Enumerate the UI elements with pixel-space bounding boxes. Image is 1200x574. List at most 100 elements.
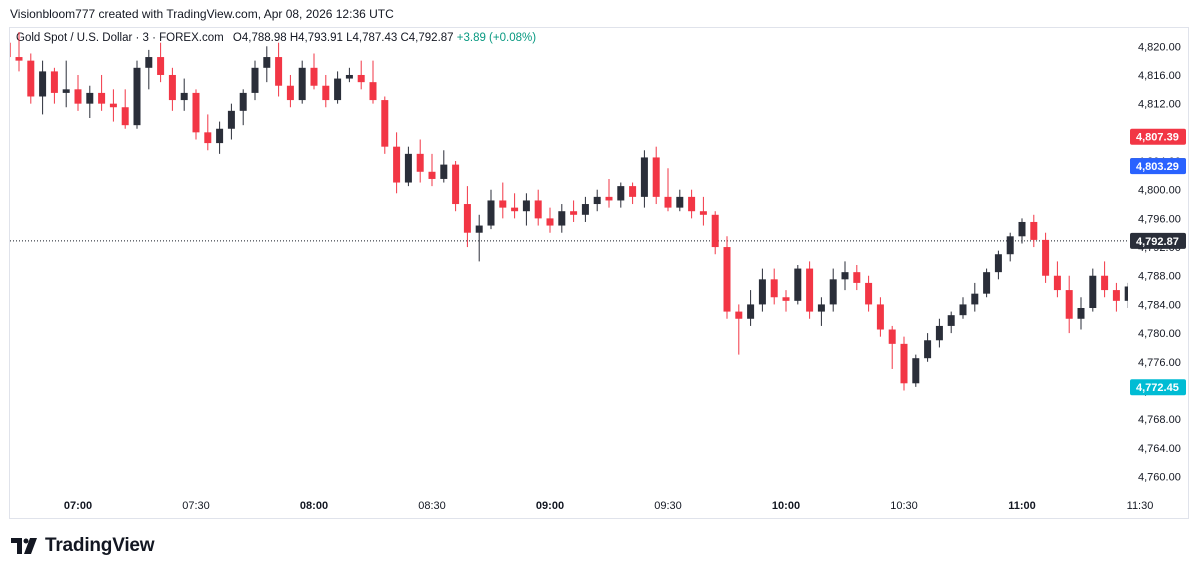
candle-body[interactable] [1053, 275, 1061, 291]
candle-body[interactable] [62, 89, 70, 93]
candle-body[interactable] [192, 92, 200, 133]
candle-body[interactable] [676, 196, 684, 208]
candle-body[interactable] [558, 211, 566, 226]
tradingview-logo[interactable]: TradingView [11, 535, 155, 557]
candle-body[interactable] [1077, 308, 1085, 319]
candle-body[interactable] [121, 107, 129, 126]
candle-body[interactable] [1006, 236, 1014, 255]
candle-body[interactable] [1030, 221, 1038, 240]
candle-body[interactable] [204, 132, 212, 144]
candle-body[interactable] [86, 92, 94, 104]
candle-body[interactable] [393, 146, 401, 183]
candle-body[interactable] [39, 71, 47, 97]
candle-body[interactable] [180, 92, 188, 101]
candle-body[interactable] [758, 279, 766, 305]
candle-body[interactable] [286, 85, 294, 101]
candle-body[interactable] [735, 311, 743, 319]
candle-body[interactable] [983, 272, 991, 294]
candle-body[interactable] [900, 343, 908, 384]
candle-body[interactable] [133, 67, 141, 126]
candle-body[interactable] [1042, 239, 1050, 276]
candle-body[interactable] [617, 186, 625, 201]
candle-body[interactable] [1065, 290, 1073, 319]
candle-body[interactable] [817, 304, 825, 312]
candle-body[interactable] [463, 204, 471, 233]
candle-body[interactable] [499, 200, 507, 208]
candle-body[interactable] [546, 218, 554, 226]
candle-body[interactable] [334, 78, 342, 101]
candle-body[interactable] [109, 103, 117, 108]
candle-body[interactable] [664, 196, 672, 208]
candle-body[interactable] [522, 200, 530, 212]
candle-body[interactable] [629, 186, 637, 197]
candle-body[interactable] [593, 196, 601, 205]
candle-body[interactable] [275, 57, 283, 86]
candle-body[interactable] [381, 100, 389, 147]
candle-body[interactable] [416, 153, 424, 172]
candle-body[interactable] [1101, 275, 1109, 291]
symbol-name[interactable]: Gold Spot / U.S. Dollar · 3 · FOREX.com [16, 32, 224, 44]
candle-body[interactable] [345, 74, 353, 79]
candle-body[interactable] [770, 279, 778, 298]
candle-body[interactable] [947, 315, 955, 326]
candle-body[interactable] [924, 340, 932, 359]
candle-body[interactable] [1196, 283, 1200, 312]
candle-body[interactable] [98, 92, 106, 104]
candle-body[interactable] [581, 204, 589, 215]
candle-body[interactable] [994, 254, 1002, 273]
candle-body[interactable] [688, 196, 696, 212]
candle-body[interactable] [4, 42, 11, 58]
candle-body[interactable] [216, 128, 224, 144]
candle-body[interactable] [322, 85, 330, 101]
candle-body[interactable] [227, 110, 235, 129]
candle-body[interactable] [310, 67, 318, 86]
candle-body[interactable] [959, 304, 967, 316]
candle-body[interactable] [605, 196, 613, 201]
candle-body[interactable] [1089, 275, 1097, 309]
candle-body[interactable] [912, 358, 920, 384]
candle-body[interactable] [239, 92, 247, 111]
candle-body[interactable] [263, 57, 271, 68]
candle-body[interactable] [876, 304, 884, 330]
candle-body[interactable] [829, 279, 837, 305]
candle-body[interactable] [971, 293, 979, 305]
candle-body[interactable] [487, 200, 495, 226]
candle-body[interactable] [1112, 290, 1120, 301]
candle-body[interactable] [369, 82, 377, 101]
candle-body[interactable] [404, 153, 412, 183]
candle-body[interactable] [806, 268, 814, 312]
candle-body[interactable] [298, 67, 306, 101]
candle-body[interactable] [935, 325, 943, 341]
candle-body[interactable] [570, 211, 578, 215]
candle-body[interactable] [747, 304, 755, 319]
candle-body[interactable] [699, 211, 707, 215]
candle-body[interactable] [50, 71, 58, 93]
candle-body[interactable] [428, 171, 436, 179]
candle-body[interactable] [723, 247, 731, 312]
candle-body[interactable] [440, 164, 448, 179]
candle-body[interactable] [1124, 286, 1132, 301]
candle-body[interactable] [640, 157, 648, 197]
candle-body[interactable] [782, 297, 790, 301]
candle-body[interactable] [1018, 221, 1026, 237]
candle-body[interactable] [511, 207, 519, 212]
candle-body[interactable] [168, 74, 176, 101]
candle-body[interactable] [1184, 258, 1191, 283]
candle-body[interactable] [27, 60, 35, 97]
candle-body[interactable] [452, 164, 460, 205]
candle-body[interactable] [652, 157, 660, 197]
candle-body[interactable] [794, 268, 802, 301]
candle-body[interactable] [475, 225, 483, 233]
candle-body[interactable] [74, 89, 82, 104]
candle-body[interactable] [357, 74, 365, 83]
candle-body[interactable] [888, 329, 896, 344]
candle-body[interactable] [853, 272, 861, 283]
candle-body[interactable] [841, 272, 849, 280]
candle-body[interactable] [865, 282, 873, 305]
candle-body[interactable] [251, 67, 259, 93]
candle-body[interactable] [145, 57, 153, 68]
candle-body[interactable] [15, 57, 23, 61]
candle-body[interactable] [534, 200, 542, 219]
candle-body[interactable] [711, 214, 719, 248]
